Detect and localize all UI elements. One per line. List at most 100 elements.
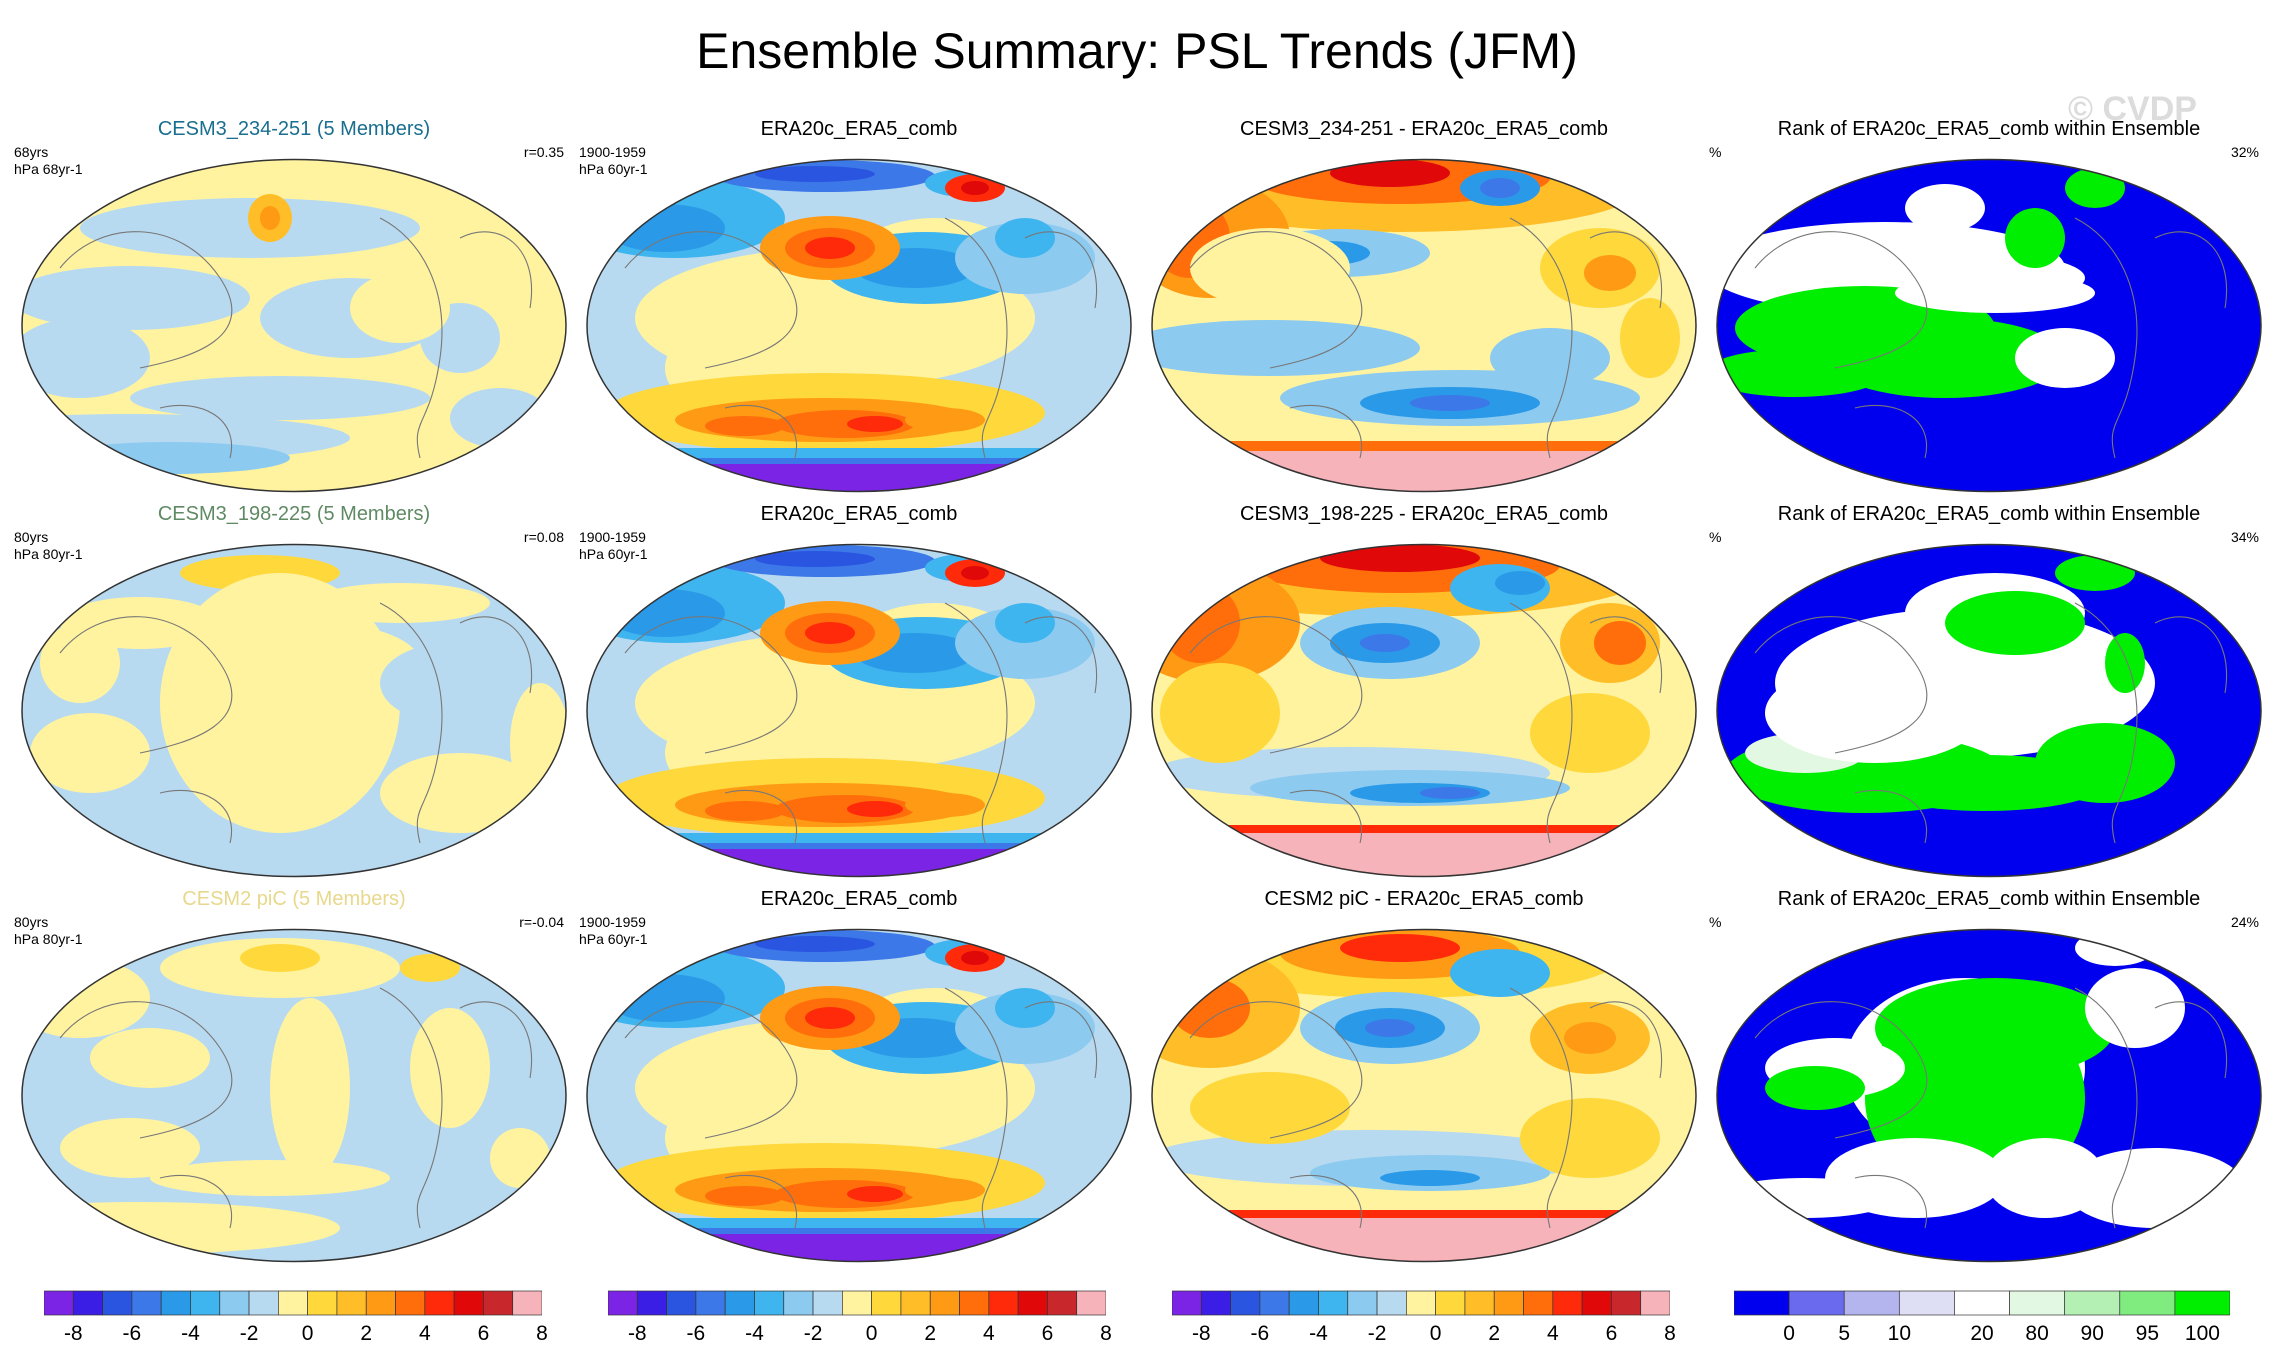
panel-left-label: % [1709, 529, 1721, 546]
field-contour-21 [705, 416, 785, 436]
field-contour-7 [2085, 968, 2185, 1048]
colorbar-tick-label: -2 [1367, 1322, 1387, 1345]
panel-right-label: r=-0.04 [519, 914, 564, 930]
polar-band-1 [1152, 451, 1696, 492]
colorbar-tick-label: -4 [181, 1322, 200, 1345]
field-contour-16 [1190, 228, 1350, 308]
panel-units: hPa 80yr-1 [14, 546, 83, 562]
field-contour-8 [410, 1008, 490, 1128]
field-contour-16 [961, 181, 989, 195]
polar-band-2 [587, 1234, 1131, 1262]
colorbar-tick-label: -6 [686, 1322, 706, 1345]
map-panel-rank-row3: Rank of ERA20c_ERA5_comb within Ensemble… [1709, 888, 2269, 1273]
colorbar-tick-label: 2 [924, 1322, 937, 1345]
colorbar-tick-label: 80 [2025, 1322, 2049, 1345]
colorbar-swatch-10 [1464, 1290, 1495, 1316]
coastline-2 [159, 404, 233, 459]
field-contour-22 [905, 1178, 985, 1202]
panel-right-label: 34% [2230, 529, 2259, 545]
panel-period: % [1709, 144, 1722, 160]
panel-units: hPa 68yr-1 [14, 161, 83, 177]
panel-period: % [1709, 914, 1722, 930]
panel-period: % [1709, 529, 1722, 545]
colorbar-swatch-9 [871, 1290, 902, 1316]
coastline-3 [1589, 1001, 1662, 1079]
panel-period: 1900-1959 [579, 144, 646, 160]
colorbar-swatch-4 [1954, 1290, 2010, 1316]
coastline-1 [2074, 217, 2138, 459]
map-plot [586, 543, 1132, 878]
field-contour-9 [450, 388, 550, 448]
field-contour-15 [1594, 621, 1646, 665]
colorbar-swatch-11 [1493, 1290, 1524, 1316]
colorbar-tick-label: -2 [803, 1322, 823, 1345]
field-contour-1 [240, 944, 320, 972]
colorbar-swatch-12 [959, 1290, 990, 1316]
colorbar-swatch-4 [160, 1290, 191, 1316]
map-plot [1716, 543, 2262, 878]
panel-title: CESM3_234-251 (5 Members) [157, 118, 431, 140]
figure-title: Ensemble Summary: PSL Trends (JFM) [696, 23, 1578, 79]
polar-band-2 [587, 849, 1131, 877]
colorbar-swatch-0 [44, 1290, 74, 1316]
colorbar-swatch-8 [2174, 1290, 2230, 1316]
colorbar-tick-label: 6 [477, 1322, 490, 1345]
field-contour-17 [1620, 298, 1680, 378]
polar-band-0 [1152, 825, 1696, 833]
field-contour-4 [270, 998, 350, 1178]
map-frame [1151, 928, 1697, 1263]
coastline-2 [1289, 404, 1363, 459]
colorbar-swatch-5 [1318, 1290, 1349, 1316]
field-contour-10 [350, 273, 450, 343]
field-contour-16 [1160, 663, 1280, 763]
colorbar-tick-label: 10 [1887, 1322, 1912, 1345]
coastline-0 [59, 616, 233, 754]
colorbar-tick-label: 4 [418, 1322, 431, 1345]
colorbar-swatch-0 [608, 1290, 638, 1316]
field-contour-7 [1152, 320, 1420, 376]
colorbar-swatch-2 [1230, 1290, 1261, 1316]
colorbar-swatch-12 [395, 1290, 426, 1316]
map-plot [1716, 158, 2262, 493]
panel-left-label: 80yrs hPa 80yr-1 [14, 529, 82, 563]
field-contour-9 [510, 683, 566, 803]
coastline-3 [2154, 231, 2227, 309]
coastline-0 [1189, 616, 1363, 754]
field-contour-0 [1905, 184, 1985, 232]
panel-right-label: r=0.08 [523, 529, 564, 545]
map-plot [21, 158, 567, 493]
panel-title: ERA20c_ERA5_comb [760, 503, 958, 525]
field-contour-7 [260, 206, 280, 230]
colorbar-tick-label: 8 [1664, 1322, 1676, 1345]
colorbar-tick-label: -8 [1191, 1322, 1211, 1345]
colorbar-swatch-0 [1172, 1290, 1202, 1316]
colorbar-swatch-3 [131, 1290, 162, 1316]
colorbar-tick-label: 4 [1546, 1322, 1559, 1345]
field-contour-14 [1190, 1072, 1350, 1144]
map-panel-model-row1: CESM3_234-251 (5 Members) 68yrs hPa 68yr-1… [14, 118, 574, 503]
colorbar-tick-label: -8 [627, 1322, 647, 1345]
coastline-1 [944, 217, 1008, 459]
panel-left-label: 1900-1959 hPa 60yr-1 [579, 914, 647, 948]
field-contour-6 [755, 936, 875, 952]
map-frame [586, 158, 1132, 493]
map-panel-obs-row1: ERA20c_ERA5_comb 1900-1959 hPa 60yr-1 [579, 118, 1139, 503]
polar-band-1 [587, 1228, 1131, 1238]
colorbar-swatch-2 [666, 1290, 697, 1316]
field-contour-15 [1480, 178, 1520, 198]
colorbar-swatch-5 [190, 1290, 221, 1316]
field-contour-17 [1530, 693, 1650, 773]
colorbar-tick-label: 6 [1605, 1322, 1618, 1345]
colorbar-tick-label: -4 [745, 1322, 764, 1345]
coastline-2 [1289, 1174, 1363, 1229]
panel-units: hPa 60yr-1 [579, 161, 648, 177]
colorbar-tick-label: 20 [1970, 1322, 1994, 1345]
field-contour-16 [961, 566, 989, 580]
field-contour-6 [1765, 1066, 1865, 1110]
colorbar-swatch-14 [1581, 1290, 1612, 1316]
coastline-3 [1589, 231, 1662, 309]
colorbar-swatch-10 [336, 1290, 367, 1316]
field-contour-6 [380, 753, 540, 833]
map-frame [21, 543, 567, 878]
panel-title: CESM3_234-251 - ERA20c_ERA5_comb [1240, 118, 1608, 140]
